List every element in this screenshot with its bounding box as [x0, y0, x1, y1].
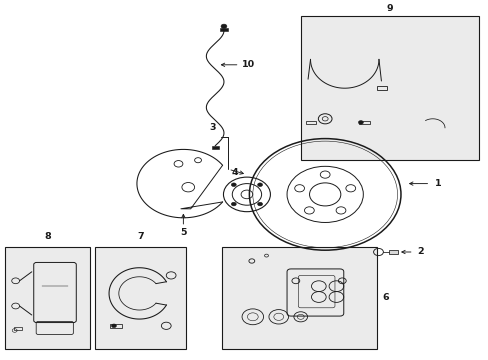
Text: 5: 5: [180, 228, 186, 237]
Circle shape: [111, 324, 116, 328]
Bar: [300, 16, 478, 160]
Bar: [211, 146, 218, 149]
Text: 1: 1: [434, 179, 441, 188]
Bar: [14, 327, 22, 330]
Bar: [110, 324, 122, 328]
Circle shape: [231, 202, 236, 206]
Circle shape: [257, 183, 262, 186]
Bar: [376, 86, 386, 90]
Text: 4: 4: [231, 168, 238, 177]
Bar: [305, 121, 316, 124]
Bar: [220, 28, 227, 31]
Text: 8: 8: [44, 232, 51, 241]
Text: 3: 3: [209, 123, 216, 132]
Bar: [95, 247, 185, 349]
Bar: [388, 250, 397, 254]
Text: 2: 2: [417, 248, 424, 256]
Circle shape: [221, 24, 226, 28]
Circle shape: [231, 183, 236, 186]
Bar: [359, 121, 369, 124]
Text: 9: 9: [386, 4, 392, 13]
Circle shape: [257, 202, 262, 206]
Circle shape: [358, 121, 363, 124]
Bar: [5, 247, 90, 349]
Text: 6: 6: [381, 293, 388, 302]
Text: 7: 7: [137, 232, 143, 241]
Text: 10: 10: [242, 60, 254, 69]
Bar: [222, 247, 376, 349]
